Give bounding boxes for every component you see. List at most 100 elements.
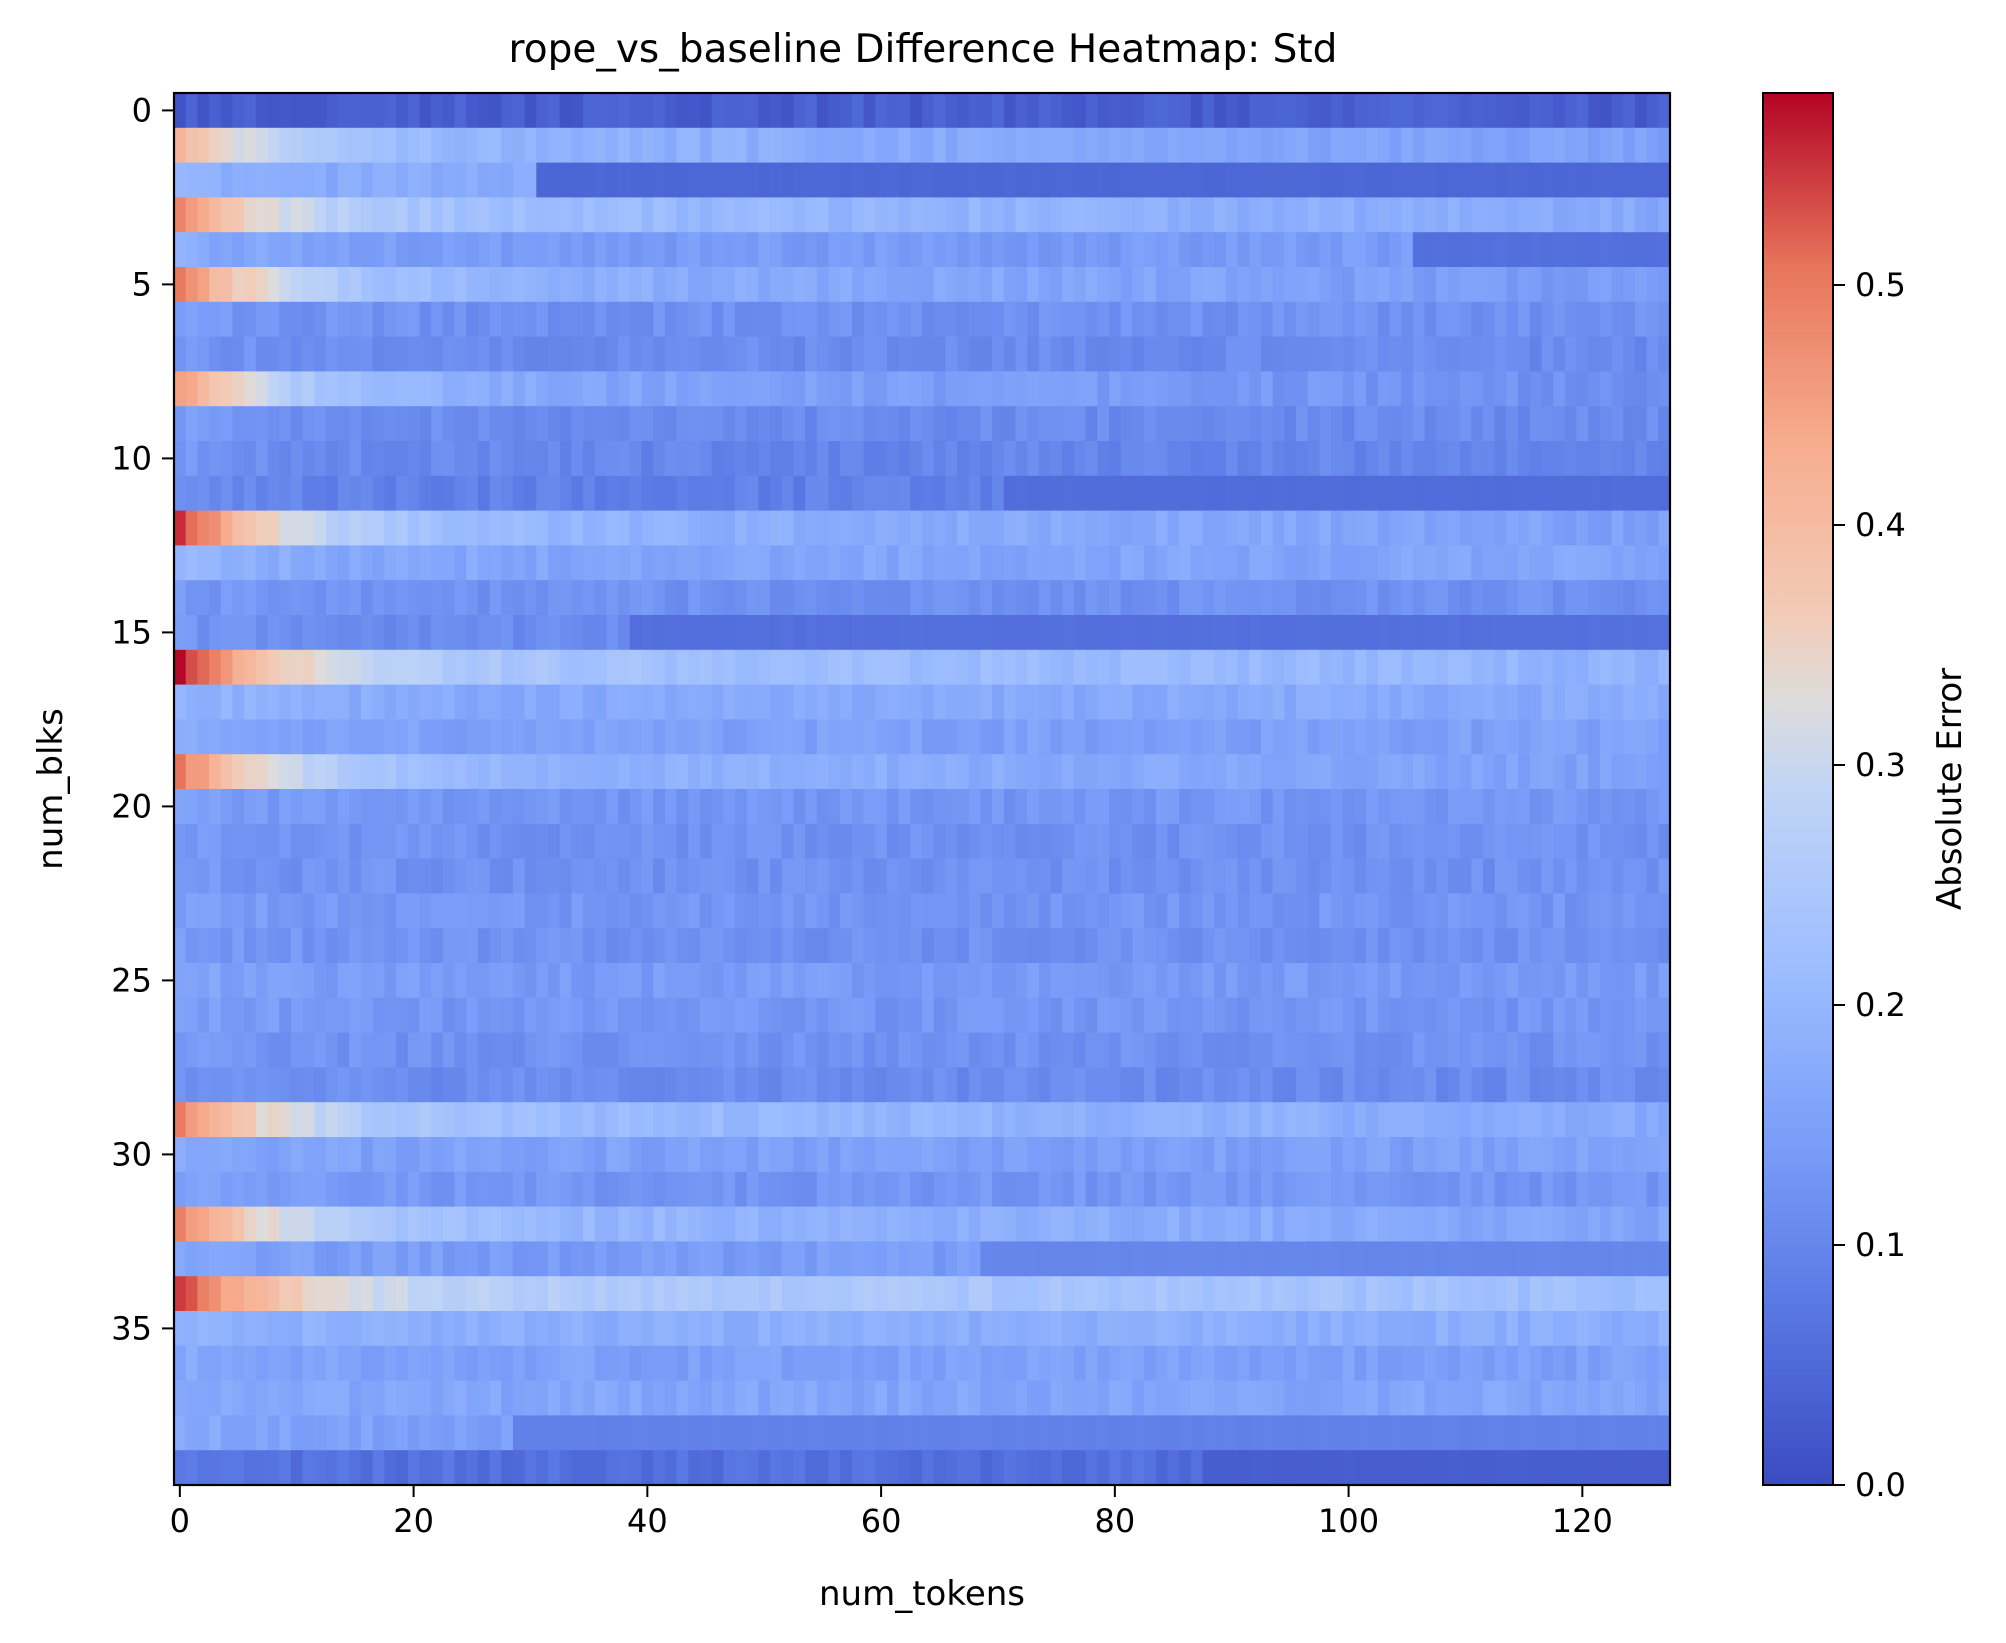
heatmap-cell [1179, 719, 1192, 755]
heatmap-cell [1331, 1345, 1344, 1382]
heatmap-cell [466, 1171, 479, 1208]
heatmap-cell [255, 1032, 269, 1068]
heatmap-cell [1073, 789, 1087, 825]
heatmap-cell [1003, 441, 1017, 477]
heatmap-cell [1576, 162, 1589, 198]
heatmap-cell [1447, 858, 1461, 894]
heatmap-cell [980, 963, 993, 999]
heatmap-cell [1389, 789, 1402, 825]
heatmap-cell [1529, 510, 1543, 546]
heatmap-cell [910, 127, 923, 164]
heatmap-cell [851, 754, 865, 790]
heatmap-cell [910, 1380, 923, 1416]
heatmap-cell [571, 1067, 584, 1103]
heatmap-cell [968, 580, 982, 616]
heatmap-cell [875, 754, 888, 790]
heatmap-cell [349, 510, 362, 546]
heatmap-cell [1377, 1345, 1391, 1382]
heatmap-cell [1611, 1415, 1624, 1451]
heatmap-cell [337, 963, 350, 999]
heatmap-cell [279, 545, 292, 581]
heatmap-cell [980, 441, 993, 477]
heatmap-cell [886, 127, 900, 164]
heatmap-cell [1412, 1415, 1426, 1451]
heatmap-cell [1599, 336, 1613, 372]
heatmap-cell [1576, 684, 1589, 720]
heatmap-cell [174, 1450, 187, 1486]
heatmap-cell [606, 928, 619, 964]
heatmap-cell [361, 1311, 374, 1347]
heatmap-cell [1447, 1345, 1461, 1382]
heatmap-cell [489, 197, 502, 233]
heatmap-cell [1307, 719, 1320, 755]
heatmap-cell [1179, 232, 1192, 268]
heatmap-cell [968, 858, 982, 894]
heatmap-cell [793, 1380, 806, 1416]
heatmap-cell [384, 1380, 397, 1416]
heatmap-cell [559, 1067, 572, 1103]
heatmap-cell [1354, 336, 1367, 372]
heatmap-cell [302, 1102, 315, 1138]
heatmap-cell [851, 510, 865, 546]
heatmap-cell [1634, 649, 1648, 686]
heatmap-cell [1120, 1206, 1133, 1242]
heatmap-cell [746, 1206, 759, 1242]
heatmap-cell [1541, 1032, 1554, 1068]
heatmap-cell [267, 1380, 280, 1416]
heatmap-cell [688, 684, 701, 720]
heatmap-cell [1038, 1311, 1052, 1347]
heatmap-cell [723, 997, 736, 1034]
heatmap-cell [1529, 1067, 1543, 1103]
heatmap-cell [396, 684, 409, 720]
heatmap-cell [1564, 858, 1578, 894]
heatmap-cell [1109, 1345, 1122, 1382]
heatmap-cell [793, 997, 806, 1034]
heatmap-cell [629, 1067, 643, 1103]
heatmap-cell [314, 1345, 327, 1382]
heatmap-cell [1634, 1380, 1648, 1416]
heatmap-cell [279, 997, 292, 1034]
heatmap-cell [1599, 615, 1613, 651]
heatmap-cell [1611, 1380, 1624, 1416]
heatmap-cell [1225, 1276, 1239, 1312]
heatmap-cell [255, 301, 269, 338]
heatmap-cell [828, 649, 841, 686]
heatmap-cell [770, 1137, 783, 1173]
heatmap-cell [419, 893, 432, 929]
heatmap-cell [1260, 928, 1274, 964]
heatmap-cell [1623, 510, 1636, 546]
heatmap-cell [349, 336, 362, 372]
heatmap-cell [992, 928, 1005, 964]
heatmap-cell [1062, 649, 1075, 686]
heatmap-cell [431, 301, 444, 338]
heatmap-cell [536, 1345, 549, 1382]
heatmap-cell [1237, 1345, 1250, 1382]
heatmap-cell [1132, 963, 1145, 999]
heatmap-cell [1564, 789, 1578, 825]
heatmap-cell [898, 1241, 911, 1277]
heatmap-cell [723, 615, 736, 651]
heatmap-cell [1471, 1415, 1484, 1451]
heatmap-cell [606, 789, 619, 825]
heatmap-cell [992, 301, 1005, 338]
heatmap-cell [1471, 1137, 1484, 1173]
heatmap-cell [1038, 963, 1052, 999]
heatmap-cell [302, 997, 315, 1034]
heatmap-cell [629, 754, 643, 790]
heatmap-cell [664, 789, 678, 825]
heatmap-cell [1506, 580, 1519, 616]
heatmap-cell [279, 719, 292, 755]
heatmap-cell [536, 93, 549, 129]
heatmap-cell [1377, 232, 1391, 268]
heatmap-cell [325, 301, 339, 338]
heatmap-cell [1518, 1206, 1531, 1242]
heatmap-cell [302, 928, 315, 964]
heatmap-cell [781, 1415, 795, 1451]
heatmap-cell [1447, 649, 1461, 686]
heatmap-cell [197, 545, 210, 581]
heatmap-cell [1249, 823, 1262, 860]
heatmap-cell [548, 858, 561, 894]
heatmap-cell [1412, 1311, 1426, 1347]
heatmap-cell [1097, 1241, 1110, 1277]
